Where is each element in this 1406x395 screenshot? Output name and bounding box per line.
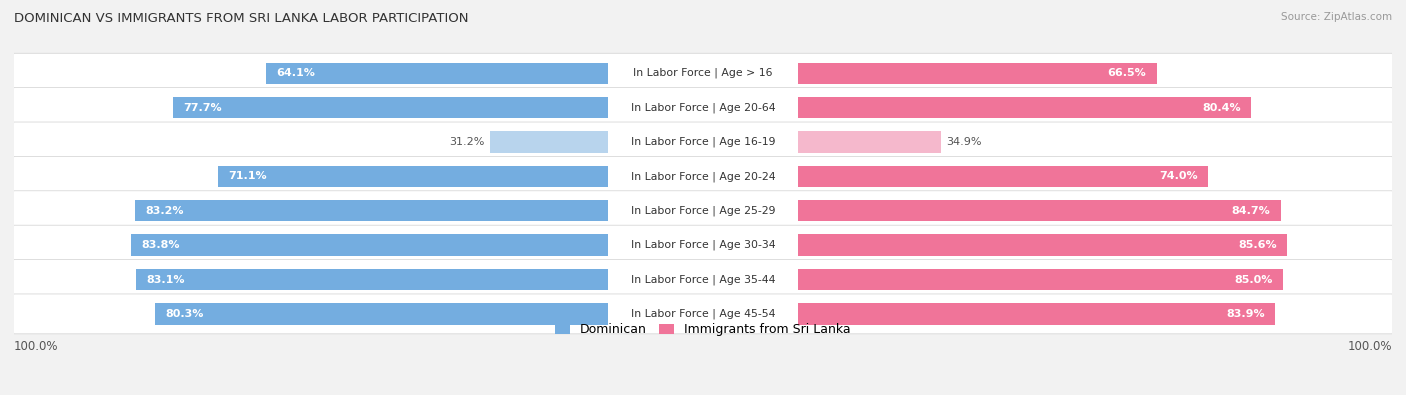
Text: 31.2%: 31.2% bbox=[450, 137, 485, 147]
Bar bbox=[491, 131, 607, 152]
Text: 85.6%: 85.6% bbox=[1239, 240, 1277, 250]
Text: 83.8%: 83.8% bbox=[142, 240, 180, 250]
Text: 83.1%: 83.1% bbox=[146, 275, 186, 284]
Bar bbox=[135, 200, 607, 222]
Text: 66.5%: 66.5% bbox=[1108, 68, 1146, 78]
Bar bbox=[131, 235, 607, 256]
Bar bbox=[799, 235, 1286, 256]
Text: In Labor Force | Age 20-64: In Labor Force | Age 20-64 bbox=[631, 102, 775, 113]
Bar bbox=[136, 269, 607, 290]
Text: 34.9%: 34.9% bbox=[946, 137, 981, 147]
FancyBboxPatch shape bbox=[14, 260, 1392, 299]
Bar bbox=[799, 166, 1208, 187]
Text: 100.0%: 100.0% bbox=[1347, 340, 1392, 353]
Text: 84.7%: 84.7% bbox=[1232, 206, 1271, 216]
Text: 74.0%: 74.0% bbox=[1159, 171, 1198, 181]
Bar bbox=[799, 97, 1251, 118]
FancyBboxPatch shape bbox=[14, 225, 1392, 265]
Bar bbox=[799, 303, 1275, 325]
Text: In Labor Force | Age 16-19: In Labor Force | Age 16-19 bbox=[631, 137, 775, 147]
Text: 83.2%: 83.2% bbox=[146, 206, 184, 216]
Text: 64.1%: 64.1% bbox=[276, 68, 315, 78]
Text: In Labor Force | Age > 16: In Labor Force | Age > 16 bbox=[633, 68, 773, 79]
FancyBboxPatch shape bbox=[14, 88, 1392, 128]
Text: 71.1%: 71.1% bbox=[228, 171, 267, 181]
Text: 100.0%: 100.0% bbox=[14, 340, 59, 353]
Text: In Labor Force | Age 30-34: In Labor Force | Age 30-34 bbox=[631, 240, 775, 250]
Text: In Labor Force | Age 25-29: In Labor Force | Age 25-29 bbox=[631, 205, 775, 216]
Bar bbox=[266, 62, 607, 84]
Legend: Dominican, Immigrants from Sri Lanka: Dominican, Immigrants from Sri Lanka bbox=[555, 324, 851, 337]
Bar bbox=[155, 303, 607, 325]
Text: In Labor Force | Age 45-54: In Labor Force | Age 45-54 bbox=[631, 308, 775, 319]
FancyBboxPatch shape bbox=[14, 294, 1392, 334]
Text: 80.4%: 80.4% bbox=[1202, 103, 1241, 113]
Text: DOMINICAN VS IMMIGRANTS FROM SRI LANKA LABOR PARTICIPATION: DOMINICAN VS IMMIGRANTS FROM SRI LANKA L… bbox=[14, 12, 468, 25]
Text: 80.3%: 80.3% bbox=[166, 309, 204, 319]
FancyBboxPatch shape bbox=[14, 122, 1392, 162]
Bar bbox=[799, 269, 1282, 290]
FancyBboxPatch shape bbox=[14, 156, 1392, 196]
Text: In Labor Force | Age 20-24: In Labor Force | Age 20-24 bbox=[631, 171, 775, 182]
Text: 85.0%: 85.0% bbox=[1234, 275, 1272, 284]
FancyBboxPatch shape bbox=[14, 53, 1392, 93]
Bar bbox=[173, 97, 607, 118]
Bar bbox=[218, 166, 607, 187]
Text: In Labor Force | Age 35-44: In Labor Force | Age 35-44 bbox=[631, 274, 775, 285]
FancyBboxPatch shape bbox=[14, 191, 1392, 231]
Text: 83.9%: 83.9% bbox=[1226, 309, 1265, 319]
Bar bbox=[799, 131, 941, 152]
Bar bbox=[799, 200, 1281, 222]
Bar bbox=[799, 62, 1157, 84]
Text: Source: ZipAtlas.com: Source: ZipAtlas.com bbox=[1281, 12, 1392, 22]
Text: 77.7%: 77.7% bbox=[183, 103, 222, 113]
